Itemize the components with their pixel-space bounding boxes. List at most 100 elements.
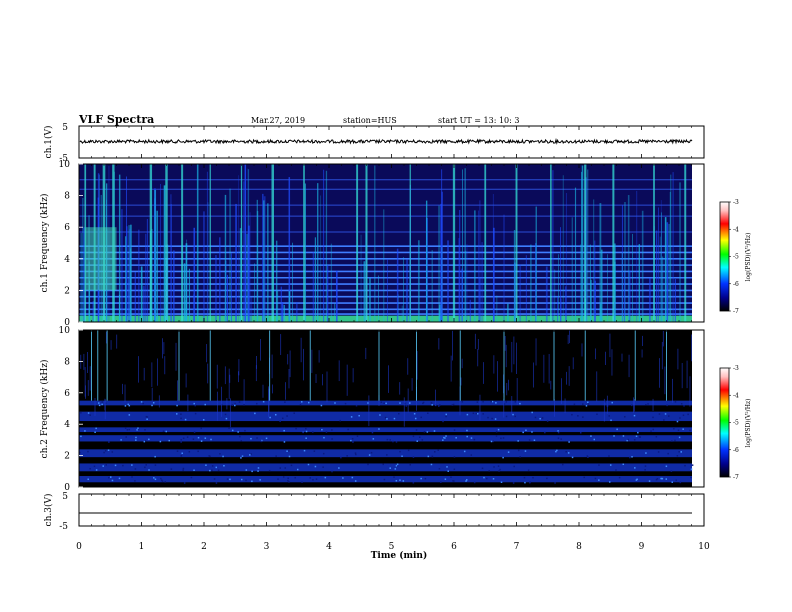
ch2-band-speckle bbox=[433, 430, 436, 432]
ch2-band-speckle bbox=[287, 479, 289, 482]
ch1-lowband-emission bbox=[79, 315, 692, 322]
ch2-band-speckle bbox=[690, 468, 693, 470]
ch2-colorbar-label: log(PSD)(V²/Hz) bbox=[745, 399, 752, 448]
ch2-band-speckle bbox=[647, 403, 649, 405]
ch2-band-speckle bbox=[524, 450, 527, 452]
ch2-band-speckle bbox=[250, 437, 252, 440]
ch2-band-speckle bbox=[104, 402, 107, 404]
ch2-band-speckle bbox=[386, 454, 388, 456]
ch3-ytick-top: 5 bbox=[62, 492, 68, 502]
ch2-band-speckle bbox=[420, 477, 422, 480]
ch2-band-speckle bbox=[300, 401, 303, 403]
ch2-band-speckle bbox=[302, 431, 304, 434]
ch2-band-speckle bbox=[382, 463, 384, 466]
ch2-band-speckle bbox=[222, 455, 224, 458]
x-tick-label: 10 bbox=[698, 542, 710, 552]
ch2-band-speckle bbox=[490, 400, 492, 403]
ch2-band-speckle bbox=[354, 480, 357, 482]
ch2-colorbar: -3 -4 -5 -6 -7 log(PSD)(V²/Hz) bbox=[719, 365, 752, 481]
ch2-band-speckle bbox=[495, 435, 498, 437]
ch2-band-speckle bbox=[689, 429, 691, 432]
ch2-band-speckle bbox=[379, 414, 381, 416]
ch2-band-speckle bbox=[666, 404, 668, 407]
ch1-colorbar-tick-label: -5 bbox=[733, 254, 739, 261]
ch2-band-speckle bbox=[422, 402, 424, 405]
ch2-band-speckle bbox=[283, 429, 285, 432]
ch2-band-speckle bbox=[486, 477, 488, 480]
ch2-band-speckle bbox=[234, 404, 236, 407]
ch2-band-speckle bbox=[122, 464, 124, 467]
ch2-band-speckle bbox=[495, 402, 497, 404]
ch2-band-speckle bbox=[532, 476, 534, 479]
ch2-band-speckle bbox=[295, 427, 297, 430]
ch2-band-speckle bbox=[546, 477, 548, 480]
ch2-band-speckle bbox=[402, 480, 405, 482]
ch2-band-speckle bbox=[539, 417, 541, 420]
ch2-band-speckle bbox=[677, 429, 680, 432]
ch1-spectrogram-ytick-label: 6 bbox=[64, 223, 70, 233]
ch2-band-speckle bbox=[80, 412, 82, 414]
ch2-band-speckle bbox=[557, 431, 560, 434]
ch2-band-speckle bbox=[409, 463, 411, 466]
ch2-band-speckle bbox=[268, 469, 271, 472]
ch2-band-speckle bbox=[443, 436, 445, 439]
ch2-band-speckle bbox=[211, 469, 213, 472]
ch2-colorbar-tick-label: -4 bbox=[733, 392, 739, 399]
ch2-band-speckle bbox=[279, 467, 281, 469]
ch2-band-speckle bbox=[519, 402, 521, 405]
ch2-band-speckle bbox=[342, 477, 344, 479]
ch2-band-speckle bbox=[385, 402, 387, 405]
ch2-band-speckle bbox=[131, 464, 133, 466]
ch2-band-speckle bbox=[265, 437, 268, 440]
ch2-band-speckle bbox=[322, 466, 324, 468]
ch2-band-speckle bbox=[134, 468, 137, 470]
ch2-band-speckle bbox=[101, 401, 104, 403]
ch2-band-speckle bbox=[80, 435, 82, 438]
ch2-band-speckle bbox=[517, 449, 520, 452]
ch2-band-speckle bbox=[180, 417, 182, 420]
ch2-band-speckle bbox=[346, 455, 348, 457]
ch2-band-speckle bbox=[144, 439, 147, 442]
ch2-band-speckle bbox=[450, 476, 452, 478]
ch2-band-speckle bbox=[440, 481, 442, 483]
ch2-band-speckle bbox=[87, 450, 89, 453]
ch2-band-speckle bbox=[622, 435, 625, 437]
ch2-band-speckle bbox=[453, 468, 456, 471]
ch2-band-speckle bbox=[293, 412, 295, 414]
ch2-band-speckle bbox=[401, 455, 403, 457]
ch2-band-speckle bbox=[587, 401, 589, 404]
ch2-band-speckle bbox=[514, 401, 517, 403]
ch2-band-speckle bbox=[656, 478, 659, 480]
ch2-band-speckle bbox=[190, 476, 193, 479]
ch2-band-speckle bbox=[652, 428, 655, 431]
ch2-band-speckle bbox=[445, 435, 447, 437]
ch2-band-speckle bbox=[568, 441, 570, 443]
ch2-band-speckle bbox=[197, 436, 200, 439]
ch2-band-speckle bbox=[452, 403, 455, 406]
ch2-band-speckle bbox=[507, 451, 510, 453]
ch2-band-speckle bbox=[144, 429, 146, 431]
ch2-band-speckle bbox=[675, 479, 678, 482]
ch2-band-speckle bbox=[609, 464, 612, 466]
ch2-band-speckle bbox=[240, 478, 243, 481]
ch2-band-speckle bbox=[465, 479, 468, 481]
ch2-band-speckle bbox=[284, 467, 287, 469]
ch2-band-speckle bbox=[188, 451, 191, 453]
ch1-colorbar: -3 -4 -5 -6 -7 log(PSD)(V²/Hz) bbox=[719, 199, 752, 315]
ch2-band-speckle bbox=[322, 452, 325, 455]
ch2-band-speckle bbox=[386, 418, 388, 420]
ch2-band-speckle bbox=[665, 465, 668, 468]
ch2-band-speckle bbox=[473, 438, 476, 441]
ch2-band-speckle bbox=[193, 469, 195, 471]
ch2-band-speckle bbox=[350, 416, 353, 418]
ch2-band-speckle bbox=[442, 420, 444, 423]
ch2-band-speckle bbox=[128, 404, 131, 407]
ch2-band-speckle bbox=[146, 418, 148, 420]
ch2-band-speckle bbox=[683, 405, 685, 407]
ch2-band-speckle bbox=[439, 404, 441, 406]
ch1-colorbar-gradient bbox=[719, 201, 730, 312]
ch2-band-speckle bbox=[529, 481, 531, 484]
ch2-band-speckle bbox=[565, 450, 567, 453]
ch2-band-speckle bbox=[399, 450, 401, 453]
